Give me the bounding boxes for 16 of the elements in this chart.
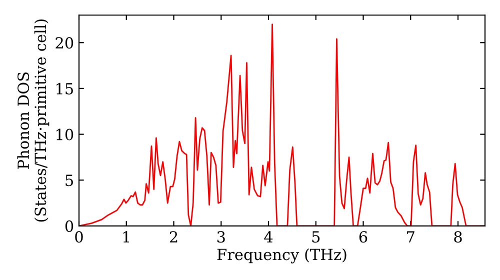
x-tick-label: 0 [75,231,83,243]
y-tick-label: 5 [66,174,73,186]
x-tick-label: 7 [407,231,414,242]
x-tick-label: 5 [312,231,320,243]
y-axis-title: Phonon DOS (States/THz·primitive cell) [17,20,50,222]
x-tick-label: 8 [454,231,462,243]
x-tick-label: 4 [264,231,273,242]
x-tick-label: 1 [123,231,130,242]
y-tick-label: 10 [56,128,74,140]
x-tick-label: 3 [217,231,225,243]
y-tick-label: 0 [65,220,74,232]
x-tick-label: 6 [359,231,368,243]
y-tick-label: 20 [56,37,74,49]
x-tick-label: 2 [170,231,178,242]
y-tick-label: 15 [56,82,73,94]
x-axis-title: Frequency (THz) [217,248,346,264]
